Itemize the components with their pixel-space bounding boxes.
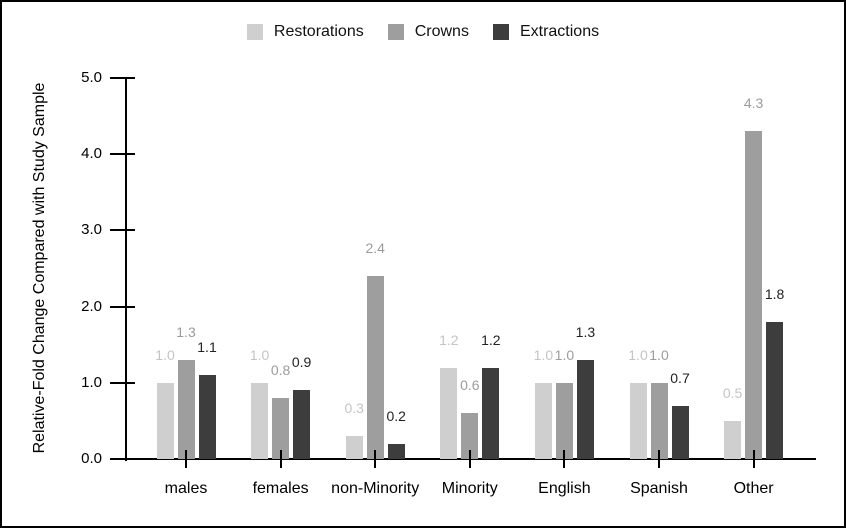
value-label: 1.0 [249, 346, 270, 363]
y-tick-label: 4.0 [81, 145, 102, 163]
value-label: 1.8 [764, 285, 785, 302]
bar-extractions [387, 443, 405, 459]
y-tick-label: 3.0 [81, 221, 102, 239]
x-tick [279, 450, 282, 468]
bar-extractions [766, 321, 784, 459]
legend-swatch-restorations [246, 24, 263, 40]
value-label: 1.3 [176, 323, 196, 340]
value-label: 4.3 [743, 95, 764, 112]
bar-extractions [293, 390, 311, 459]
x-tick [563, 450, 566, 468]
y-tick [110, 458, 135, 460]
category-label: females [252, 480, 309, 497]
y-tick [110, 305, 135, 308]
value-label: 1.2 [481, 331, 501, 348]
bar-restorations [251, 382, 269, 459]
value-label: 0.6 [460, 377, 480, 394]
value-label: 1.3 [575, 323, 596, 340]
y-tick-label: 2.0 [81, 297, 102, 315]
legend-label: Restorations [273, 23, 364, 40]
value-label: 1.0 [554, 346, 575, 363]
value-label: 2.4 [365, 240, 385, 257]
bar-crowns [650, 382, 668, 459]
value-label: 0.3 [344, 400, 364, 417]
bar-restorations [345, 436, 363, 459]
bar-crowns [366, 276, 384, 459]
bar-restorations [440, 367, 458, 459]
y-tick [110, 77, 135, 79]
x-tick [374, 450, 377, 468]
category-label: non-Minority [331, 480, 420, 497]
legend-item-extractions: Extractions [492, 23, 600, 41]
bar-extractions [198, 375, 216, 459]
legend-swatch-extractions [492, 24, 509, 40]
y-tick [110, 229, 135, 232]
category-label: males [164, 480, 208, 497]
value-label: 0.7 [670, 369, 690, 386]
legend: Restorations Crowns Extractions [2, 23, 844, 41]
legend-label: Extractions [519, 23, 600, 40]
legend-item-restorations: Restorations [246, 23, 364, 41]
value-label: 1.0 [155, 346, 175, 363]
category-label: English [538, 480, 591, 497]
y-tick-label: 0.0 [81, 450, 102, 467]
x-tick [185, 450, 187, 468]
bar-crowns [461, 413, 479, 459]
value-label: 0.9 [291, 354, 312, 371]
legend-swatch-crowns [387, 24, 404, 40]
legend-label: Crowns [414, 23, 469, 40]
category-label: Spanish [630, 480, 688, 497]
value-label: 1.0 [628, 346, 648, 363]
bar-restorations [534, 382, 552, 459]
x-tick [752, 450, 755, 468]
value-label: 1.2 [439, 331, 459, 348]
legend-item-crowns: Crowns [387, 23, 469, 41]
bar-crowns [555, 382, 573, 459]
y-axis-line [125, 78, 127, 461]
y-tick [110, 381, 135, 384]
value-label: 0.5 [722, 384, 743, 401]
y-tick [110, 153, 135, 156]
bar-restorations [156, 382, 174, 459]
bar-restorations [629, 382, 647, 459]
value-label: 1.0 [533, 346, 554, 363]
category-label: Minority [441, 480, 498, 497]
bar-extractions [671, 405, 689, 459]
value-label: 0.8 [270, 362, 291, 378]
bar-restorations [724, 420, 742, 459]
bar-extractions [482, 367, 500, 459]
category-label: Other [733, 480, 774, 497]
bar-crowns [745, 131, 763, 459]
value-label: 0.2 [386, 407, 406, 424]
value-label: 1.1 [197, 339, 217, 356]
x-tick [468, 450, 471, 468]
y-tick-label: 5.0 [81, 69, 102, 86]
bar-crowns [177, 359, 195, 459]
x-tick [658, 450, 660, 468]
value-label: 1.0 [649, 346, 669, 363]
y-tick-label: 1.0 [81, 373, 102, 391]
bar-extractions [576, 359, 594, 459]
bar-crowns [272, 398, 290, 459]
